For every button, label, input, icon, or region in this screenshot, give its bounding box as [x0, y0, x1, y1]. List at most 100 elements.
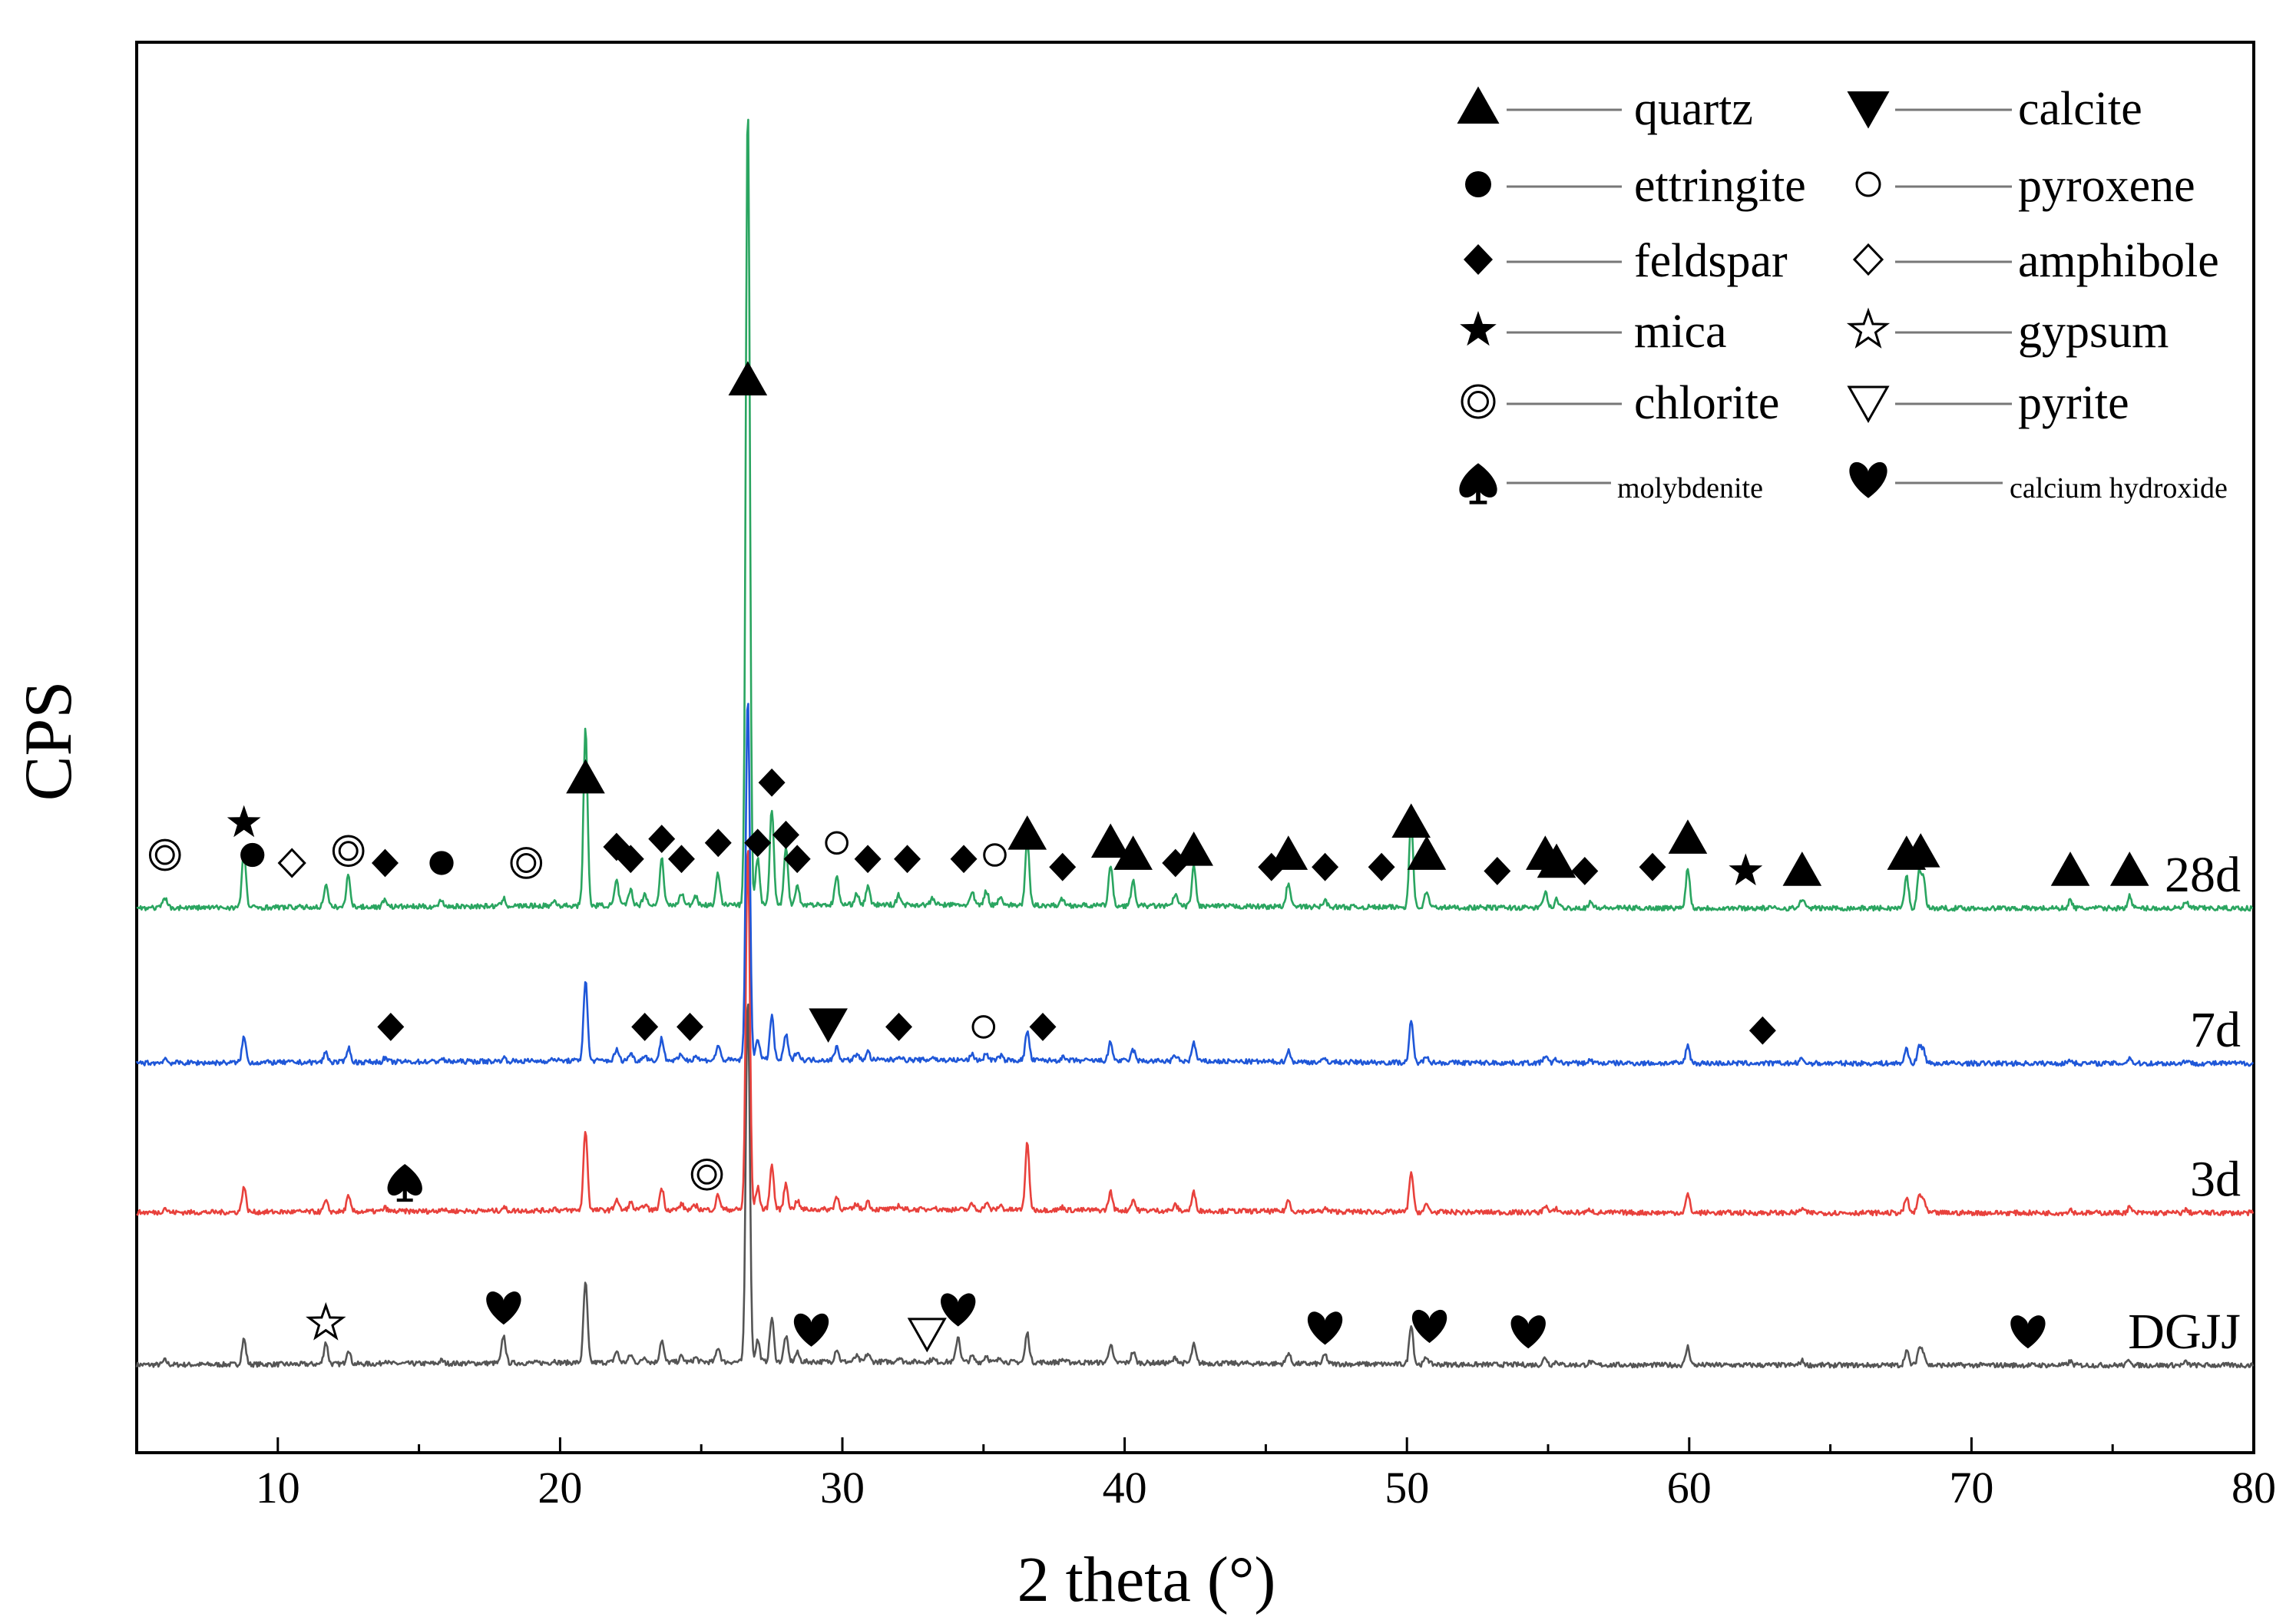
axis-layer: 2 theta (°) CPS 10 20 30 40 50 60 70 80 [12, 681, 2276, 1615]
x-tick-label: 30 [820, 1463, 865, 1513]
legend-item-chlorite: chlorite [1461, 377, 1779, 429]
legend-item-calcite: calcite [1847, 83, 2142, 135]
peak-marker-heart [1411, 1309, 1447, 1344]
peak-marker-heart [793, 1313, 829, 1347]
peak-marker-circle-open [825, 831, 849, 855]
legend: quartz calcite ettringite pyroxene feldspar a… [1457, 83, 2228, 504]
peak-marker-double-circle [332, 835, 365, 868]
peak-marker-spade [387, 1164, 422, 1202]
peak-marker-triangle-up [1901, 833, 1940, 868]
series-label-7d: 7d [2190, 1002, 2241, 1058]
marker-layer [148, 361, 2149, 1353]
legend-symbol-star-open [1846, 307, 1891, 349]
peak-marker-diamond-filled [950, 845, 978, 874]
peak-marker-diamond-filled [783, 845, 811, 874]
peak-marker-diamond-filled [677, 1013, 703, 1041]
legend-label: pyroxene [2018, 160, 2195, 212]
series-layer: DGJJ 3d 7d 28d [135, 118, 2255, 1369]
peak-marker-triangle-up [1668, 819, 1708, 854]
legend-label: calcium hydroxide [2010, 472, 2228, 504]
peak-marker-diamond-filled [1368, 852, 1395, 881]
legend-symbol-heart [1849, 461, 1887, 498]
series-line-dgjj [135, 1004, 2255, 1369]
peak-marker-circle-open [983, 843, 1007, 867]
peak-marker-triangle-up [1090, 823, 1130, 858]
legend-label: gypsum [2018, 306, 2169, 358]
legend-symbol-triangle-down [1847, 91, 1890, 129]
peak-marker-diamond-filled [704, 828, 732, 858]
peak-marker-heart [2010, 1315, 2046, 1349]
peak-marker-triangle-down [809, 1008, 848, 1043]
peak-marker-diamond-filled [1484, 857, 1511, 885]
legend-item-pyroxene: pyroxene [1855, 160, 2195, 212]
peak-marker-triangle-up [1782, 851, 1822, 886]
peak-marker-diamond-filled [372, 848, 399, 878]
legend-symbol-triangle-down-open [1847, 385, 1890, 424]
peak-marker-triangle-up [1174, 831, 1213, 866]
legend-symbol-circle-open [1855, 171, 1881, 197]
x-tick-label: 50 [1385, 1463, 1429, 1513]
x-tick-label: 20 [538, 1463, 582, 1513]
peak-marker-diamond-filled [744, 828, 772, 858]
peak-marker-diamond-filled [1312, 852, 1339, 881]
peak-marker-diamond-filled [631, 1013, 659, 1041]
peak-marker-star-filled [227, 805, 261, 838]
x-tick-label: 40 [1103, 1463, 1147, 1513]
x-tick-label: 70 [1949, 1463, 1993, 1513]
peak-marker-heart [1307, 1311, 1343, 1345]
peak-marker-heart [1510, 1315, 1546, 1349]
peak-marker-double-circle [148, 838, 181, 871]
peak-marker-triangle-up [1407, 835, 1447, 870]
legend-item-ettringite: ettringite [1465, 160, 1806, 212]
peak-marker-diamond-filled [773, 820, 799, 849]
peak-marker-diamond-filled [1639, 852, 1666, 881]
peak-marker-diamond-filled [1748, 1016, 1776, 1045]
peak-marker-triangle-up [728, 361, 768, 396]
peak-marker-circle-open [971, 1015, 996, 1039]
x-tick-label: 10 [256, 1463, 300, 1513]
legend-label: chlorite [1634, 377, 1779, 429]
peak-marker-diamond-filled [648, 825, 676, 853]
peak-marker-star-open [306, 1301, 346, 1341]
x-tick-label: 60 [1667, 1463, 1712, 1513]
peak-marker-triangle-up [1269, 835, 1308, 870]
plot-frame [135, 41, 2255, 1454]
peak-marker-circle-filled [240, 842, 265, 868]
peak-marker-triangle-up [1537, 843, 1576, 878]
peak-marker-triangle-up [2109, 851, 2149, 886]
peak-marker-diamond-filled [1029, 1013, 1057, 1041]
peak-marker-double-circle [690, 1158, 723, 1191]
legend-label: pyrite [2018, 377, 2129, 429]
series-line-3d [136, 850, 2255, 1217]
peak-marker-circle-filled [429, 851, 454, 875]
series-line-28d [136, 118, 2253, 912]
legend-symbol-double-circle [1461, 384, 1496, 419]
peak-marker-star-filled [1729, 853, 1763, 886]
peak-marker-diamond-filled [1571, 857, 1599, 885]
series-label-3d: 3d [2190, 1152, 2241, 1208]
legend-label: amphibole [2018, 235, 2219, 287]
legend-symbol-triangle-up [1457, 86, 1500, 124]
peak-marker-diamond-filled [667, 845, 695, 874]
legend-symbol-diamond-filled [1464, 244, 1493, 275]
legend-label: ettringite [1634, 160, 1806, 212]
legend-symbol-circle-filled [1465, 171, 1491, 197]
peak-marker-triangle-up [2050, 851, 2090, 886]
peak-marker-diamond-filled [377, 1013, 405, 1041]
legend-item-mica: mica [1460, 306, 1727, 358]
legend-item-calcium-hydroxide: calcium hydroxide [1849, 461, 2228, 504]
legend-symbol-star-filled [1460, 311, 1497, 346]
peak-marker-triangle-up [566, 759, 605, 794]
peak-marker-diamond-filled [894, 845, 921, 874]
peak-marker-triangle-down-open [907, 1318, 947, 1353]
peak-marker-diamond-filled [758, 768, 786, 797]
legend-symbol-diamond-open [1852, 243, 1884, 276]
x-tick-label: 80 [2231, 1463, 2276, 1513]
peak-marker-heart [486, 1291, 521, 1325]
peak-marker-diamond-filled [1049, 852, 1077, 881]
peak-marker-triangle-up [1007, 815, 1047, 850]
legend-item-feldspar: feldspar [1464, 235, 1788, 287]
x-axis-title: 2 theta (°) [1017, 1544, 1276, 1615]
legend-item-pyrite: pyrite [1847, 377, 2129, 429]
